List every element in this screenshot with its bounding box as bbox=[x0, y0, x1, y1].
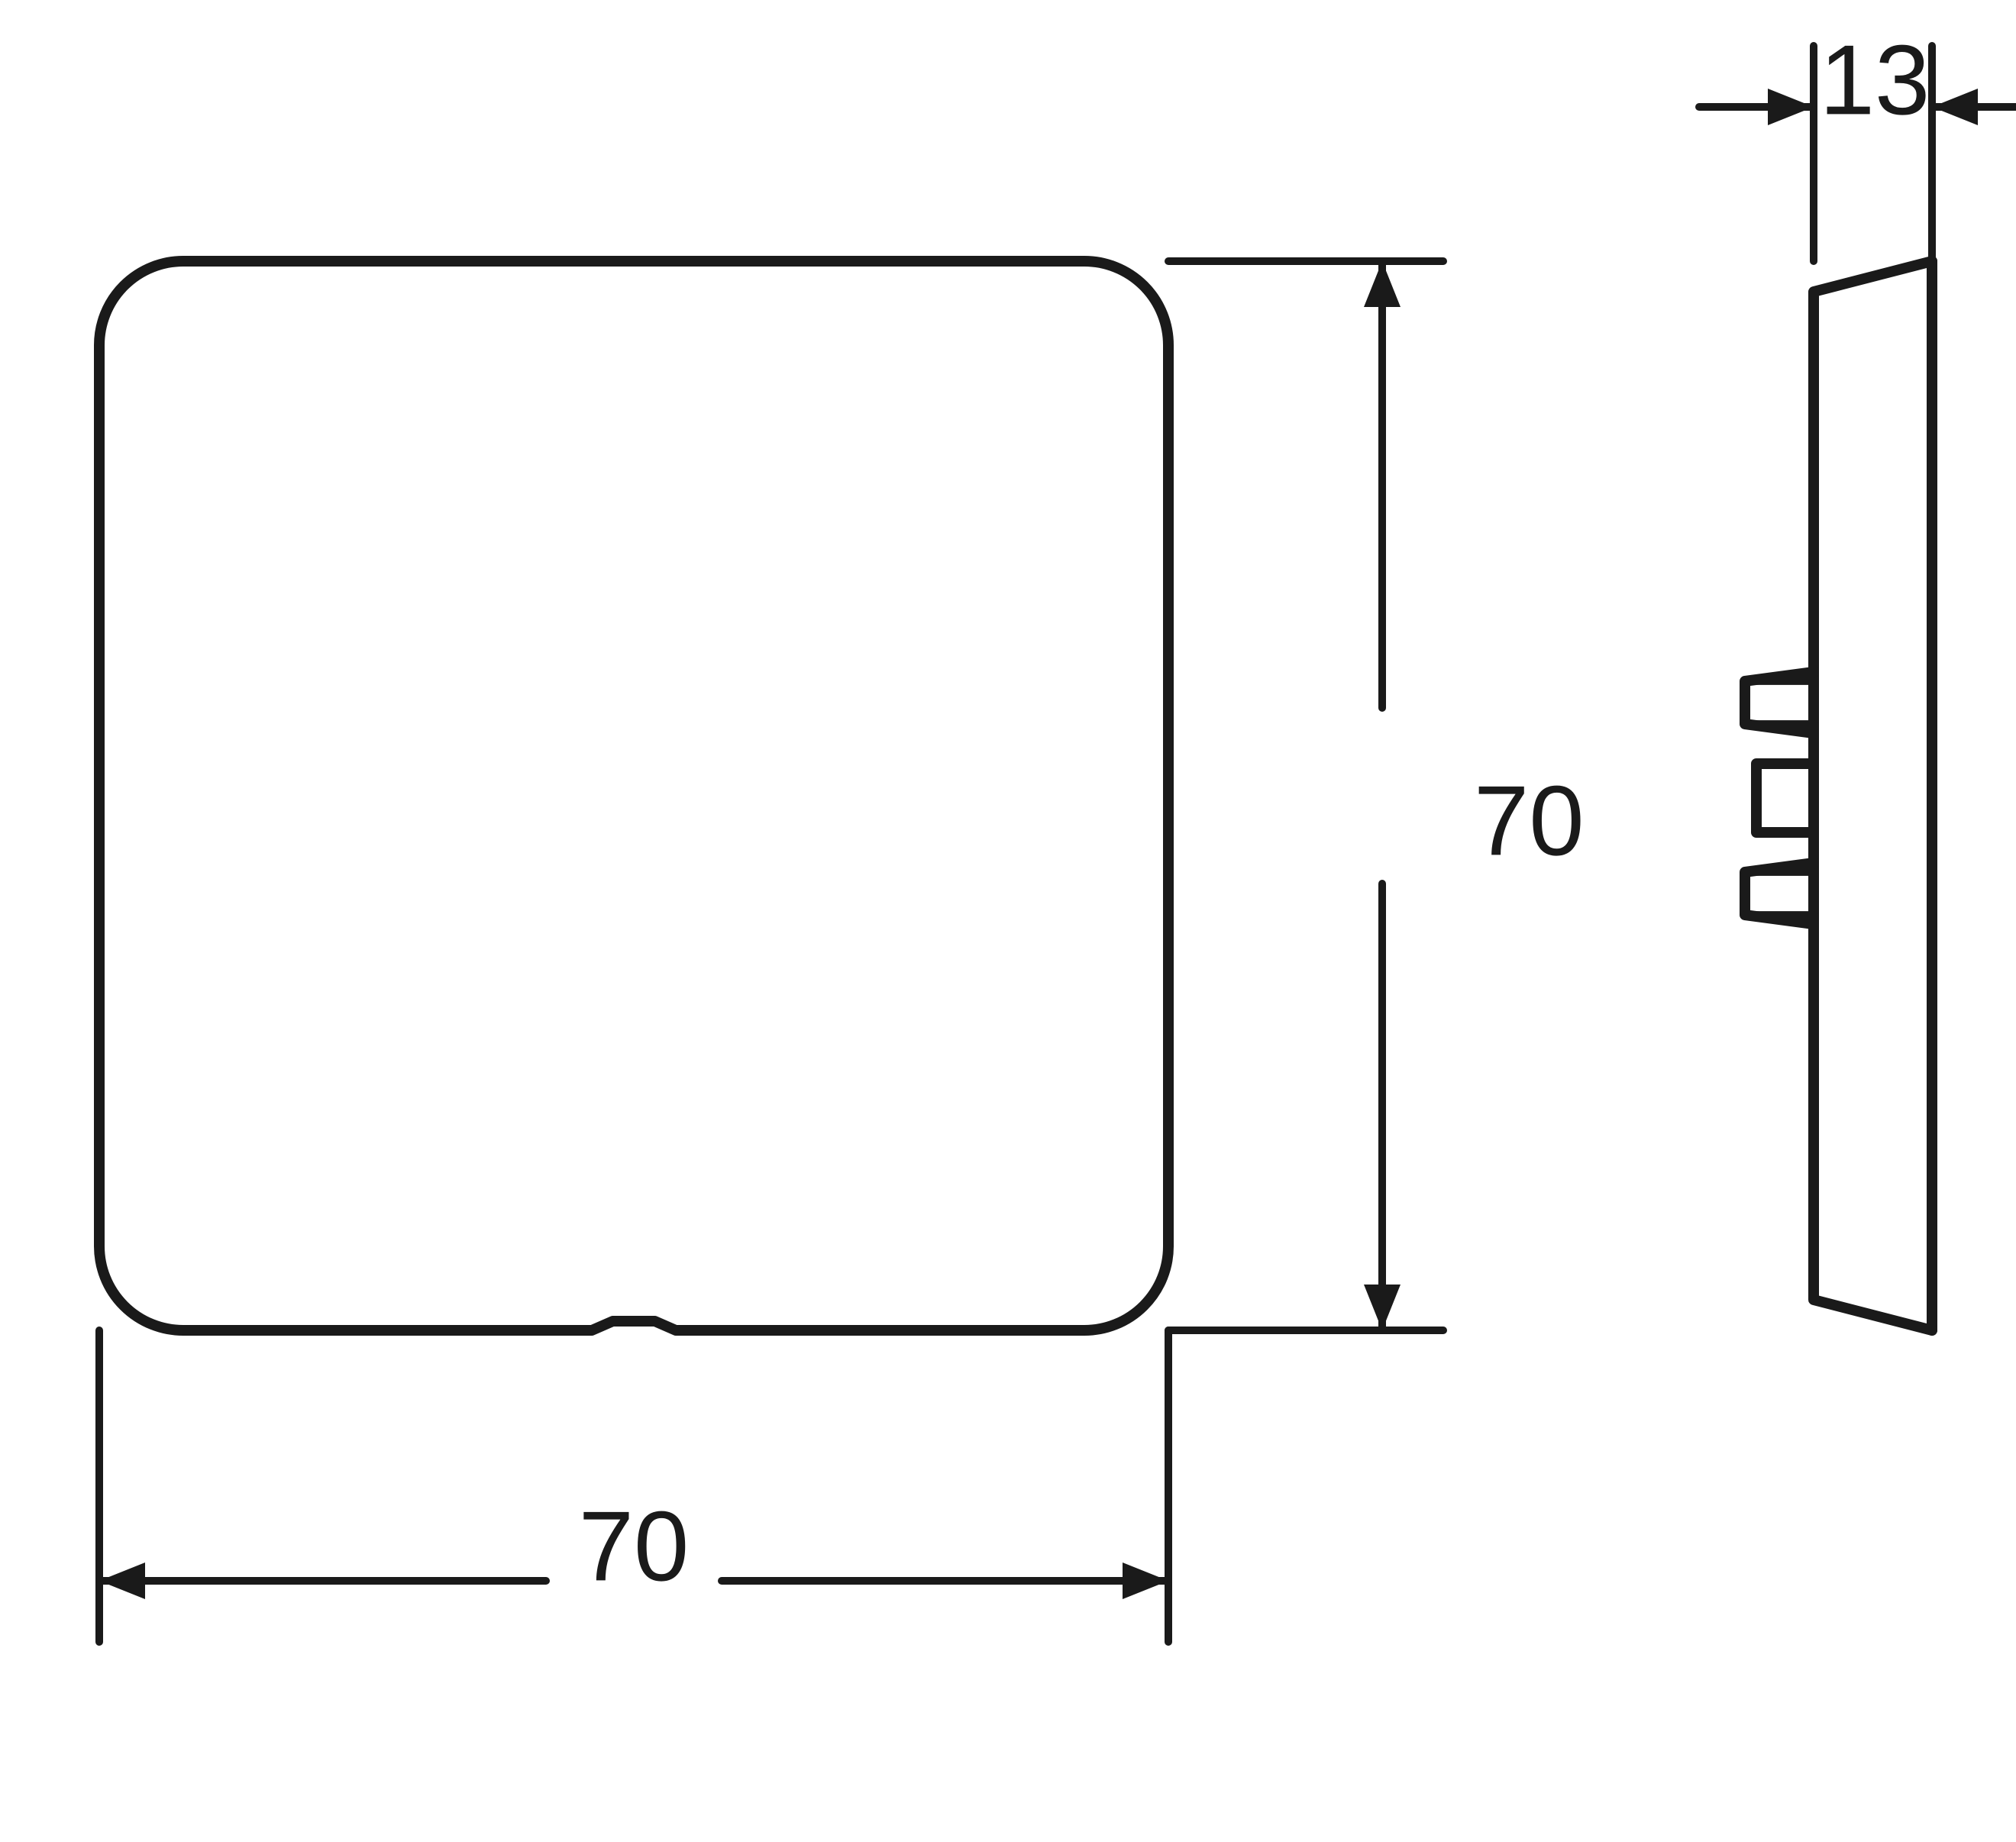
dimension-height-value: 70 bbox=[1474, 764, 1585, 876]
front-view bbox=[99, 261, 1168, 1330]
dimension-width-value: 70 bbox=[579, 1490, 690, 1601]
dimension-width: 70 bbox=[99, 1330, 1168, 1642]
dimension-depth: 13 bbox=[1699, 24, 2016, 261]
side-view bbox=[1745, 261, 1932, 1330]
dimension-depth-value: 13 bbox=[1820, 24, 1930, 135]
dimension-height: 70 bbox=[1168, 261, 1585, 1330]
technical-drawing: 70 70 13 bbox=[0, 0, 2016, 1842]
